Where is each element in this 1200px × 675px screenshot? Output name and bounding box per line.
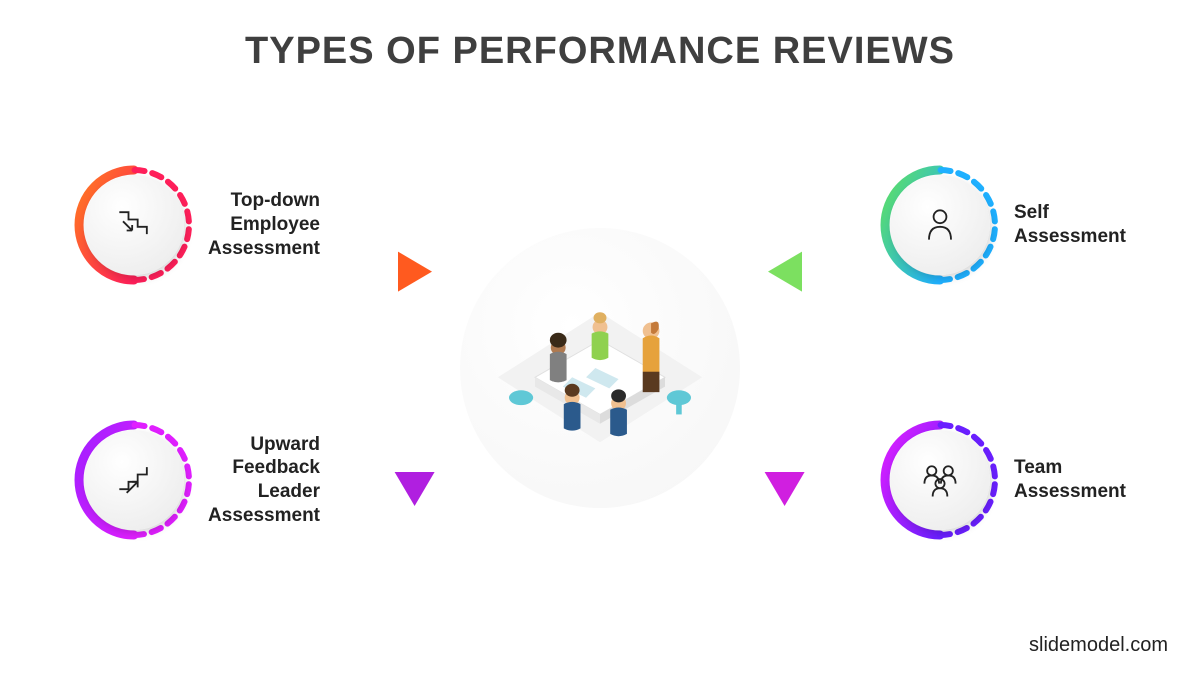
stairs-up-icon [112,458,156,502]
footer-credit: slidemodel.com [1029,634,1168,657]
node-team: Team Assessment [880,420,1126,540]
arrow-team [765,472,805,506]
node-self-label: Self Assessment [1014,201,1126,249]
center-circle [450,218,750,518]
node-upward-label: Upward Feedback Leader Assessment [208,433,320,528]
person-icon [918,203,962,247]
node-top-down-circle [74,165,194,285]
node-self-circle [880,165,1000,285]
node-upward-inner [84,430,184,530]
meeting-illustration-icon [470,238,730,498]
stairs-down-icon [112,203,156,247]
node-team-circle [880,420,1000,540]
group-icon [918,458,962,502]
node-upward-circle [74,420,194,540]
node-top-down: Top-down Employee Assessment [74,165,320,285]
arrow-top-down [398,252,432,292]
node-self-inner [890,175,990,275]
node-upward: Upward Feedback Leader Assessment [74,420,320,540]
node-team-inner [890,430,990,530]
node-self: Self Assessment [880,165,1126,285]
arrow-self [768,252,802,292]
center-illustration [460,228,740,508]
node-top-down-inner [84,175,184,275]
node-team-label: Team Assessment [1014,456,1126,504]
node-top-down-label: Top-down Employee Assessment [208,189,320,260]
arrow-upward [395,472,435,506]
page-title: TYPES OF PERFORMANCE REVIEWS [0,30,1200,73]
